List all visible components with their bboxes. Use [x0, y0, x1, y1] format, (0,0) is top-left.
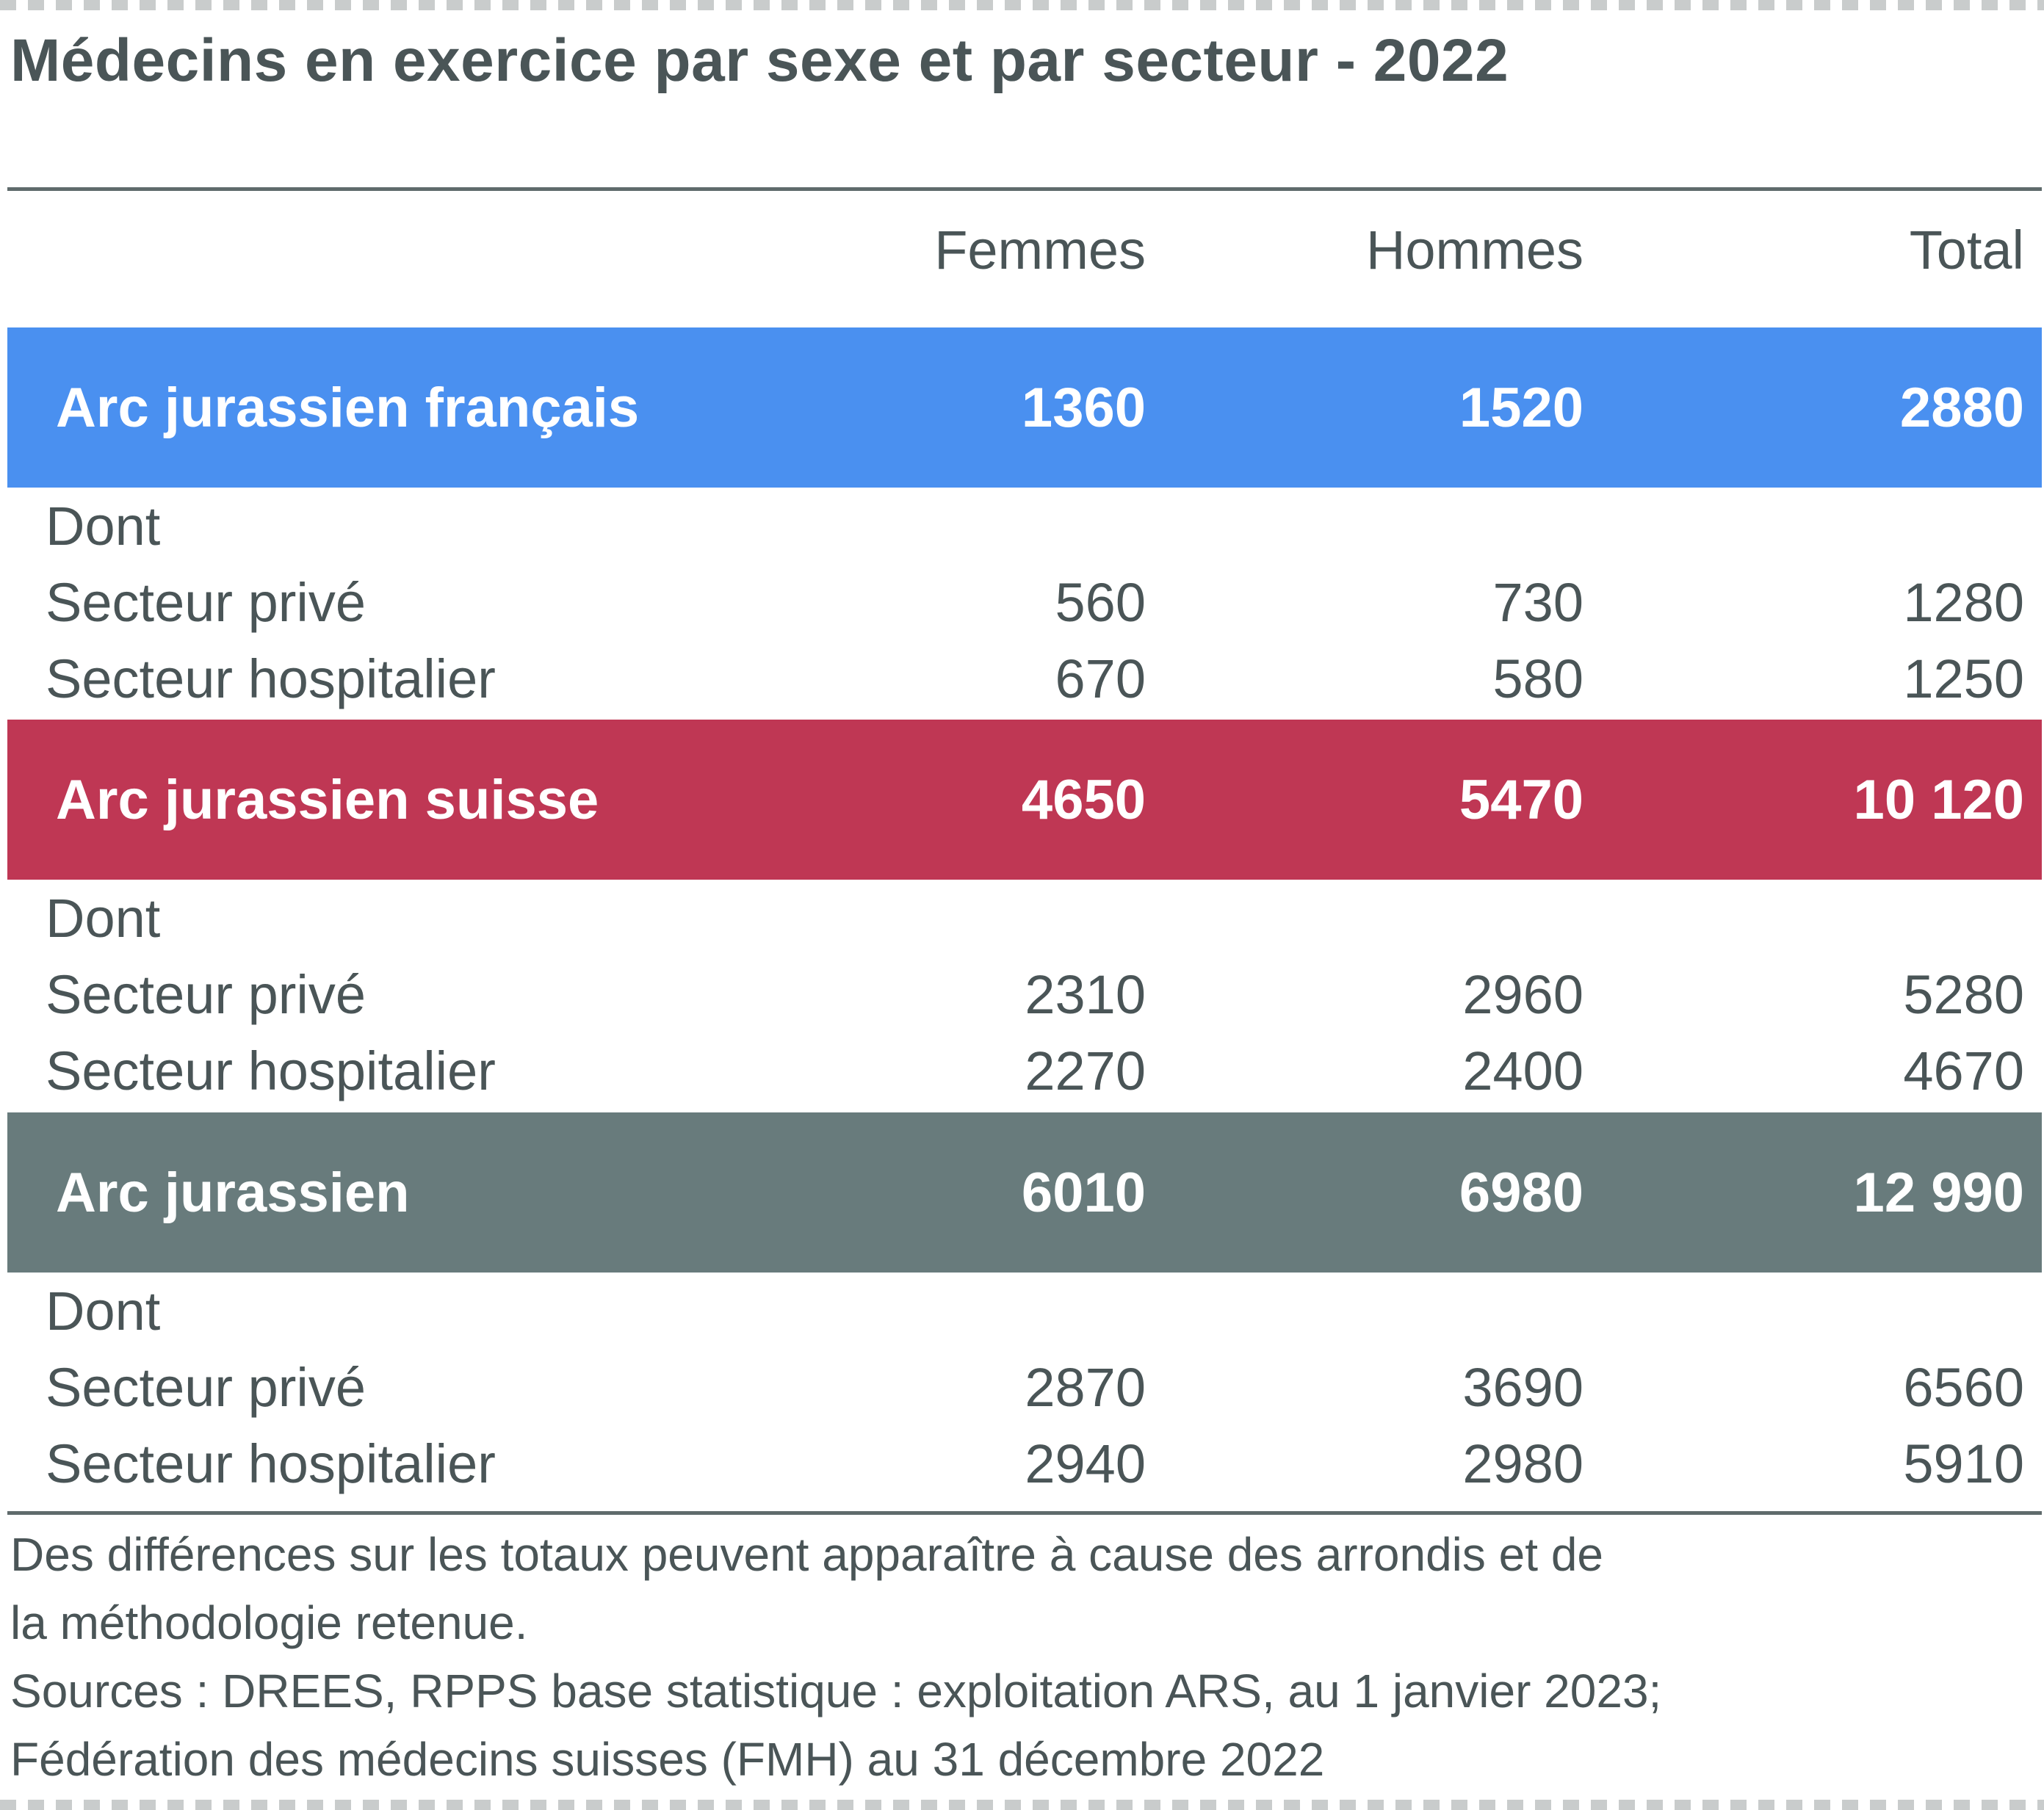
- table-row-secteur-prive: Secteur privé 2310 2960 5280: [7, 956, 2042, 1032]
- group-value-femmes: 6010: [1021, 1161, 1146, 1224]
- group-label: Arc jurassien suisse: [56, 768, 599, 831]
- group-value-total: 12 990: [1853, 1161, 2024, 1224]
- cell-total: 4670: [1903, 1040, 2024, 1101]
- table-row-secteur-hospitalier: Secteur hospitalier 2270 2400 4670: [7, 1032, 2042, 1109]
- cell-hommes: 2400: [1462, 1040, 1583, 1101]
- table-bottom-rule: [7, 1511, 2042, 1515]
- footnote-line: Des différences sur les totaux peuvent a…: [10, 1528, 1603, 1581]
- cell-femmes: 2940: [1025, 1433, 1146, 1494]
- source-line: Fédération des médecins suisses (FMH) au…: [10, 1733, 1325, 1786]
- dont-row: Dont: [7, 880, 2042, 956]
- column-header-row: Femmes Hommes Total: [7, 213, 2042, 286]
- group-label: Arc jurassien: [56, 1161, 410, 1224]
- group-value-total: 2880: [1899, 376, 2024, 439]
- source-line: Sources : DREES, RPPS base statistique :…: [10, 1665, 1662, 1717]
- cell-total: 6560: [1903, 1356, 2024, 1418]
- row-label: Secteur privé: [46, 963, 366, 1025]
- group-value-hommes: 1520: [1459, 376, 1583, 439]
- table-top-rule: [7, 187, 2042, 191]
- cell-hommes: 2980: [1462, 1433, 1583, 1494]
- dont-label: Dont: [46, 495, 161, 557]
- row-label: Secteur hospitalier: [46, 1433, 496, 1494]
- group-value-total: 10 120: [1853, 768, 2024, 831]
- group-value-femmes: 1360: [1021, 376, 1146, 439]
- table-row-secteur-hospitalier: Secteur hospitalier 2940 2980 5910: [7, 1425, 2042, 1502]
- bottom-dashed-border: [0, 1800, 2044, 1810]
- row-label: Secteur hospitalier: [46, 1040, 496, 1101]
- column-header-hommes: Hommes: [1365, 219, 1583, 280]
- group-band-arc-jurassien: Arc jurassien 6010 6980 12 990: [7, 1112, 2042, 1273]
- cell-femmes: 670: [1055, 648, 1146, 709]
- footnote-line: la méthodologie retenue.: [10, 1596, 528, 1649]
- table-row-secteur-prive: Secteur privé 2870 3690 6560: [7, 1349, 2042, 1425]
- cell-total: 5280: [1903, 963, 2024, 1025]
- dont-row: Dont: [7, 488, 2042, 564]
- group-value-hommes: 6980: [1459, 1161, 1583, 1224]
- cell-total: 1250: [1903, 648, 2024, 709]
- dont-label: Dont: [46, 887, 161, 949]
- cell-hommes: 580: [1492, 648, 1583, 709]
- group-value-hommes: 5470: [1459, 768, 1583, 831]
- page-title: Médecins en exercice par sexe et par sec…: [10, 27, 1509, 94]
- table-row-secteur-hospitalier: Secteur hospitalier 670 580 1250: [7, 640, 2042, 717]
- cell-femmes: 2270: [1025, 1040, 1146, 1101]
- column-header-femmes: Femmes: [934, 219, 1146, 280]
- dont-label: Dont: [46, 1280, 161, 1342]
- group-label: Arc jurassien français: [56, 376, 640, 439]
- cell-femmes: 2310: [1025, 963, 1146, 1025]
- top-dashed-border: [0, 0, 2044, 10]
- cell-hommes: 3690: [1462, 1356, 1583, 1418]
- cell-total: 1280: [1903, 571, 2024, 633]
- table-row-secteur-prive: Secteur privé 560 730 1280: [7, 564, 2042, 640]
- dont-row: Dont: [7, 1273, 2042, 1349]
- cell-femmes: 560: [1055, 571, 1146, 633]
- row-label: Secteur hospitalier: [46, 648, 496, 709]
- cell-hommes: 2960: [1462, 963, 1583, 1025]
- row-label: Secteur privé: [46, 571, 366, 633]
- cell-total: 5910: [1903, 1433, 2024, 1494]
- row-label: Secteur privé: [46, 1356, 366, 1418]
- group-value-femmes: 4650: [1021, 768, 1146, 831]
- column-header-total: Total: [1909, 219, 2024, 280]
- group-band-arc-jurassien-suisse: Arc jurassien suisse 4650 5470 10 120: [7, 720, 2042, 880]
- cell-femmes: 2870: [1025, 1356, 1146, 1418]
- group-band-arc-jurassien-francais: Arc jurassien français 1360 1520 2880: [7, 327, 2042, 488]
- cell-hommes: 730: [1492, 571, 1583, 633]
